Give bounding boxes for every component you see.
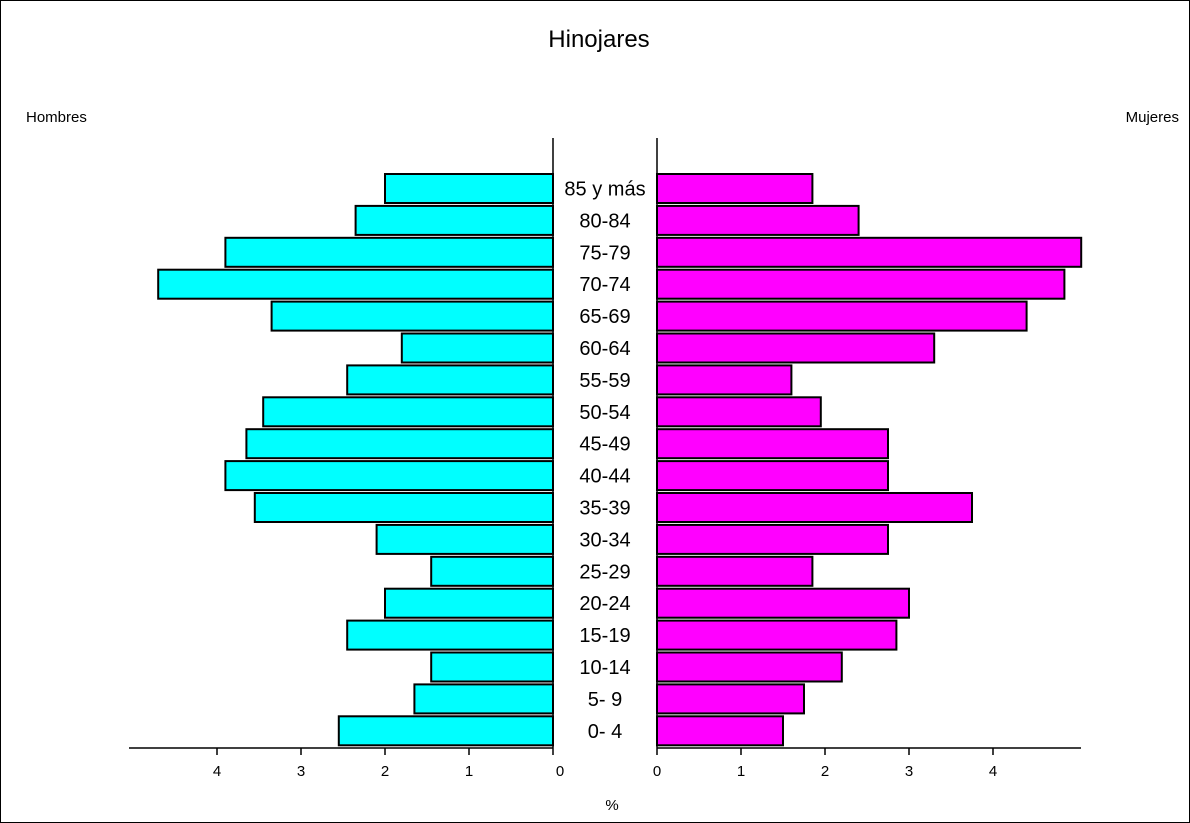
bar-mujeres-30-34: [656, 523, 889, 555]
age-label-35-39: 35-39: [579, 498, 630, 520]
bar-mujeres-80-84: [656, 204, 860, 236]
bar-hombres-40-44: [224, 460, 554, 492]
axes-group: 4 3 2 1 0 0 1 2 3 4: [129, 138, 1081, 780]
bar-hombres-75-79: [224, 236, 554, 268]
bar-hombres-45-49: [245, 428, 554, 460]
bar-mujeres-50-54: [656, 396, 822, 428]
bar-mujeres-55-59: [656, 364, 793, 396]
age-label-85-y-m-s: 85 y más: [564, 179, 645, 201]
age-label-55-59: 55-59: [579, 370, 630, 392]
bar-hombres-65-69: [270, 300, 554, 332]
age-label-60-64: 60-64: [579, 338, 630, 360]
bar-hombres-10-14: [430, 651, 555, 683]
bar-hombres-15-19: [346, 619, 555, 651]
right-tick-label-4: 4: [989, 763, 997, 780]
x-axis-unit-label: %: [605, 797, 618, 814]
bar-mujeres-0-4: [656, 715, 784, 747]
bar-hombres-70-74: [157, 268, 554, 300]
bar-mujeres-15-19: [656, 619, 898, 651]
age-label-30-34: 30-34: [579, 529, 630, 551]
left-series-label: Hombres: [26, 109, 87, 126]
bar-mujeres-35-39: [656, 492, 973, 523]
bar-mujeres-10-14: [656, 651, 843, 683]
chart-title: Hinojares: [548, 26, 649, 53]
right-tick-label-2: 2: [821, 763, 829, 780]
bar-hombres-85-y-m-s: [384, 173, 554, 204]
age-label-45-49: 45-49: [579, 434, 630, 456]
left-tick-label-3: 3: [297, 763, 305, 780]
age-label-40-44: 40-44: [579, 466, 630, 488]
bar-hombres-20-24: [384, 587, 554, 619]
bar-mujeres-85-y-m-s: [656, 173, 814, 204]
bar-mujeres-25-29: [656, 555, 814, 587]
bar-mujeres-60-64: [656, 332, 936, 364]
bar-hombres-50-54: [262, 396, 554, 428]
age-label-70-74: 70-74: [579, 274, 630, 296]
bar-mujeres-45-49: [656, 428, 889, 460]
bar-hombres-35-39: [253, 492, 555, 523]
bars-group: [157, 173, 1083, 747]
bar-hombres-80-84: [354, 204, 554, 236]
bar-mujeres-70-74: [656, 268, 1066, 300]
age-label-65-69: 65-69: [579, 306, 630, 328]
bar-hombres-25-29: [430, 555, 555, 587]
age-label-0-4: 0- 4: [588, 721, 622, 743]
bar-hombres-0-4: [337, 715, 554, 747]
bar-mujeres-20-24: [656, 587, 910, 619]
age-label-75-79: 75-79: [579, 242, 630, 264]
bar-mujeres-40-44: [656, 460, 889, 492]
bar-mujeres-75-79: [656, 236, 1083, 268]
left-tick-label-2: 2: [381, 763, 389, 780]
age-label-25-29: 25-29: [579, 561, 630, 583]
age-label-10-14: 10-14: [579, 657, 630, 679]
bar-hombres-5-9: [413, 683, 554, 715]
bar-mujeres-5-9: [656, 683, 805, 715]
age-labels-group: 85 y más 80-84 75-79 70-74 65-69 60-64 55-59 50…: [564, 179, 645, 743]
bar-mujeres-65-69: [656, 300, 1028, 332]
bar-hombres-60-64: [400, 332, 554, 364]
age-label-5-9: 5- 9: [588, 689, 622, 711]
right-tick-label-0: 0: [653, 763, 661, 780]
age-label-50-54: 50-54: [579, 402, 630, 424]
age-label-20-24: 20-24: [579, 593, 630, 615]
left-tick-label-0: 0: [556, 763, 564, 780]
left-tick-label-4: 4: [213, 763, 221, 780]
right-tick-label-3: 3: [905, 763, 913, 780]
right-tick-label-1: 1: [737, 763, 745, 780]
bar-hombres-30-34: [375, 523, 554, 555]
age-label-80-84: 80-84: [579, 210, 630, 232]
left-tick-label-1: 1: [465, 763, 473, 780]
bar-hombres-55-59: [346, 364, 555, 396]
age-label-15-19: 15-19: [579, 625, 630, 647]
right-series-label: Mujeres: [1126, 109, 1179, 126]
